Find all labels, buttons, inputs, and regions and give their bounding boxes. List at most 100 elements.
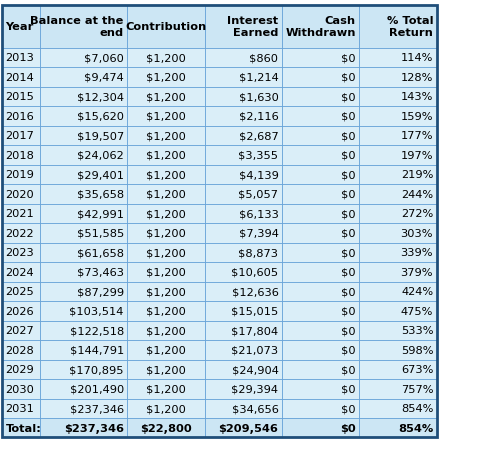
FancyBboxPatch shape — [127, 88, 205, 107]
Text: $4,139: $4,139 — [239, 170, 278, 180]
Text: 159%: 159% — [401, 112, 433, 122]
FancyBboxPatch shape — [359, 126, 437, 146]
Text: 2015: 2015 — [5, 92, 34, 102]
Text: 2030: 2030 — [5, 384, 34, 394]
Text: $0: $0 — [341, 189, 356, 200]
Text: $5,057: $5,057 — [239, 189, 278, 200]
FancyBboxPatch shape — [359, 399, 437, 418]
Text: 244%: 244% — [401, 189, 433, 200]
FancyBboxPatch shape — [359, 301, 437, 321]
FancyBboxPatch shape — [40, 243, 127, 263]
Text: $7,060: $7,060 — [84, 53, 124, 63]
Text: $1,200: $1,200 — [146, 53, 186, 63]
Text: 143%: 143% — [401, 92, 433, 102]
FancyBboxPatch shape — [127, 321, 205, 340]
FancyBboxPatch shape — [2, 399, 40, 418]
Text: $0: $0 — [341, 287, 356, 297]
FancyBboxPatch shape — [205, 399, 282, 418]
Text: 272%: 272% — [401, 209, 433, 219]
Text: $1,200: $1,200 — [146, 364, 186, 375]
FancyBboxPatch shape — [40, 49, 127, 68]
Text: 303%: 303% — [401, 228, 433, 238]
Text: $12,636: $12,636 — [232, 287, 278, 297]
Text: 598%: 598% — [401, 345, 433, 355]
Text: $3,355: $3,355 — [239, 150, 278, 161]
Text: $42,991: $42,991 — [77, 209, 124, 219]
FancyBboxPatch shape — [2, 107, 40, 126]
FancyBboxPatch shape — [282, 224, 359, 243]
Text: $209,546: $209,546 — [219, 423, 278, 433]
FancyBboxPatch shape — [359, 146, 437, 165]
Text: $22,800: $22,800 — [140, 423, 192, 433]
FancyBboxPatch shape — [282, 379, 359, 399]
Text: $1,200: $1,200 — [146, 131, 186, 141]
FancyBboxPatch shape — [40, 263, 127, 282]
Text: $8,873: $8,873 — [239, 248, 278, 258]
Text: $0: $0 — [341, 248, 356, 258]
Text: 2017: 2017 — [5, 131, 34, 141]
Text: 114%: 114% — [401, 53, 433, 63]
FancyBboxPatch shape — [359, 88, 437, 107]
Text: $2,116: $2,116 — [239, 112, 278, 122]
Text: % Total
Return: % Total Return — [387, 16, 433, 38]
FancyBboxPatch shape — [40, 185, 127, 204]
Text: $61,658: $61,658 — [77, 248, 124, 258]
FancyBboxPatch shape — [40, 301, 127, 321]
Text: $1,630: $1,630 — [239, 92, 278, 102]
Text: 424%: 424% — [401, 287, 433, 297]
FancyBboxPatch shape — [282, 107, 359, 126]
FancyBboxPatch shape — [205, 68, 282, 88]
Text: 197%: 197% — [401, 150, 433, 161]
Text: $1,200: $1,200 — [146, 267, 186, 277]
Text: 2018: 2018 — [5, 150, 34, 161]
FancyBboxPatch shape — [40, 379, 127, 399]
FancyBboxPatch shape — [40, 68, 127, 88]
Text: 128%: 128% — [401, 73, 433, 83]
Text: $201,490: $201,490 — [69, 384, 124, 394]
Text: Cash
Withdrawn: Cash Withdrawn — [285, 16, 356, 38]
FancyBboxPatch shape — [282, 321, 359, 340]
FancyBboxPatch shape — [40, 88, 127, 107]
Text: $15,620: $15,620 — [77, 112, 124, 122]
FancyBboxPatch shape — [127, 243, 205, 263]
FancyBboxPatch shape — [40, 399, 127, 418]
FancyBboxPatch shape — [2, 282, 40, 301]
FancyBboxPatch shape — [205, 146, 282, 165]
Text: $21,073: $21,073 — [232, 345, 278, 355]
Text: 2028: 2028 — [5, 345, 34, 355]
FancyBboxPatch shape — [127, 68, 205, 88]
FancyBboxPatch shape — [205, 243, 282, 263]
FancyBboxPatch shape — [282, 282, 359, 301]
FancyBboxPatch shape — [127, 224, 205, 243]
FancyBboxPatch shape — [2, 185, 40, 204]
FancyBboxPatch shape — [205, 165, 282, 185]
Text: $0: $0 — [341, 325, 356, 336]
Text: Balance at the
end: Balance at the end — [30, 16, 124, 38]
Text: $1,200: $1,200 — [146, 189, 186, 200]
Text: $35,658: $35,658 — [77, 189, 124, 200]
Text: $0: $0 — [341, 267, 356, 277]
FancyBboxPatch shape — [359, 68, 437, 88]
FancyBboxPatch shape — [282, 88, 359, 107]
Text: $0: $0 — [341, 306, 356, 316]
FancyBboxPatch shape — [127, 418, 205, 438]
Text: $9,474: $9,474 — [84, 73, 124, 83]
Text: $1,200: $1,200 — [146, 209, 186, 219]
FancyBboxPatch shape — [127, 360, 205, 379]
FancyBboxPatch shape — [205, 107, 282, 126]
Text: $0: $0 — [341, 345, 356, 355]
Text: $1,200: $1,200 — [146, 248, 186, 258]
FancyBboxPatch shape — [2, 243, 40, 263]
FancyBboxPatch shape — [205, 282, 282, 301]
Text: 2022: 2022 — [5, 228, 34, 238]
Text: 673%: 673% — [401, 364, 433, 375]
Text: 854%: 854% — [398, 423, 433, 433]
FancyBboxPatch shape — [205, 418, 282, 438]
Text: $1,200: $1,200 — [146, 170, 186, 180]
Text: $0: $0 — [341, 403, 356, 413]
Text: 2025: 2025 — [5, 287, 34, 297]
FancyBboxPatch shape — [205, 301, 282, 321]
Text: $15,015: $15,015 — [231, 306, 278, 316]
FancyBboxPatch shape — [205, 185, 282, 204]
Text: 379%: 379% — [401, 267, 433, 277]
